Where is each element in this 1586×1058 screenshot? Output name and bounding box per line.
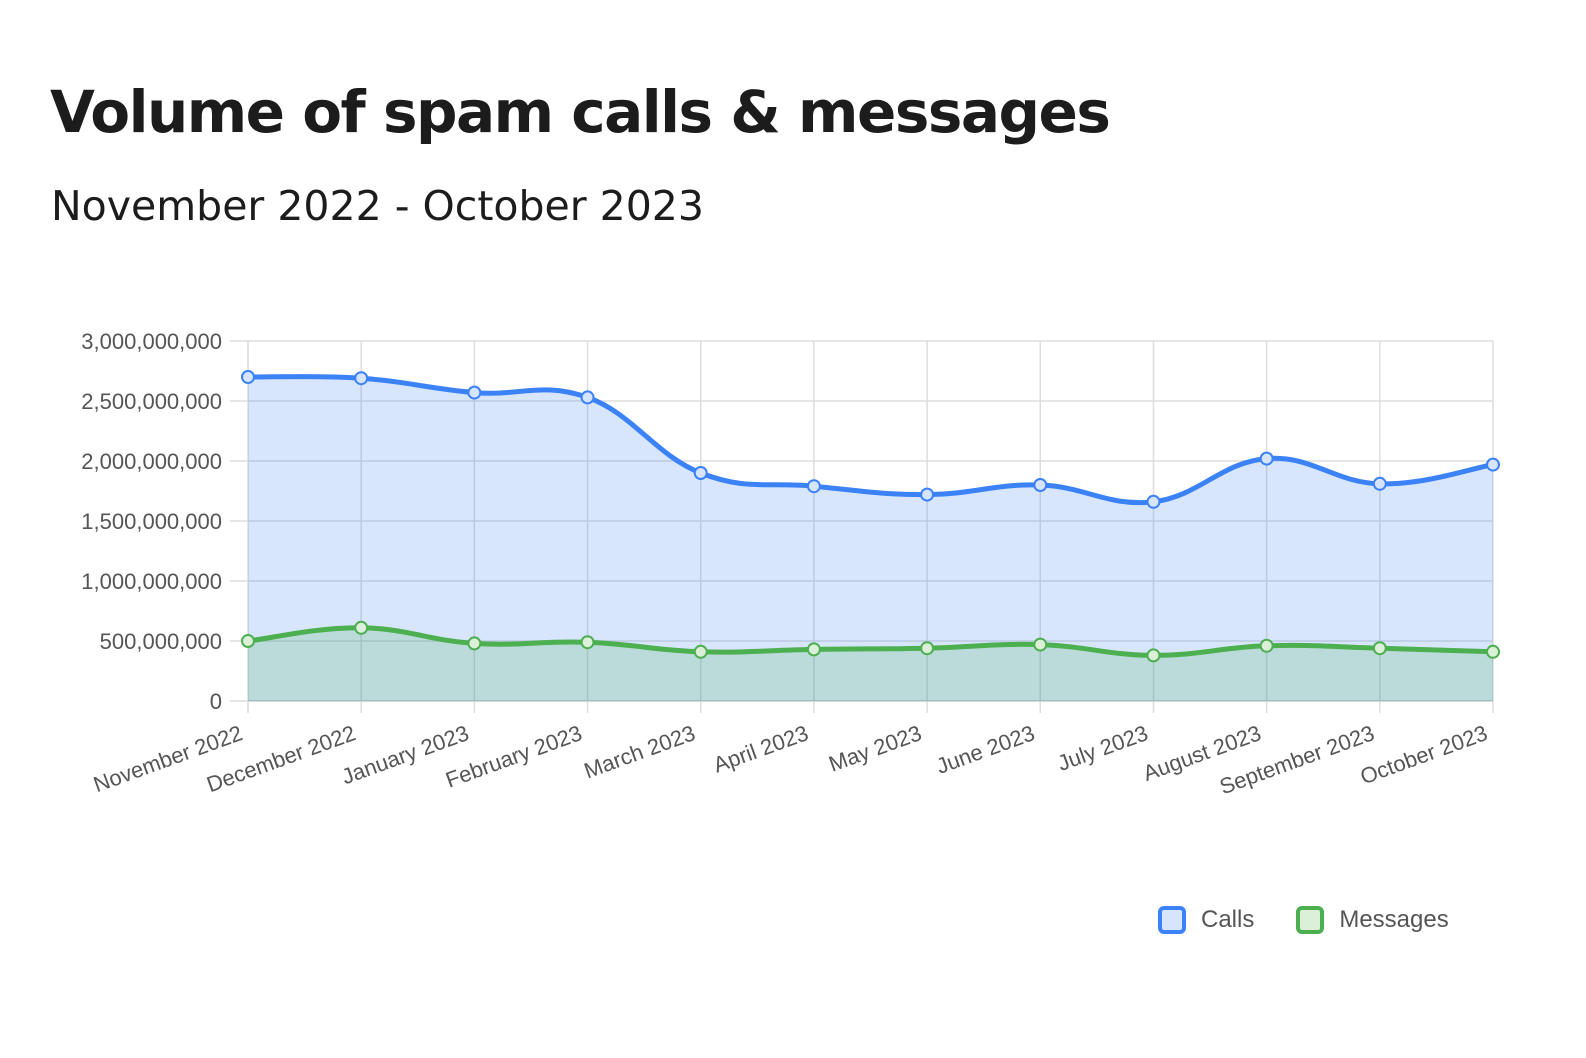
data-point-calls	[806, 479, 821, 494]
data-point-messages	[241, 634, 255, 648]
data-point-messages	[1486, 644, 1500, 659]
legend-label-messages: Messages	[1339, 906, 1449, 933]
data-point-calls	[920, 487, 935, 502]
legend: Calls Messages	[1158, 906, 1491, 934]
series-area-messages	[248, 627, 1493, 701]
data-point-calls	[1033, 478, 1048, 492]
x-tick-label: October 2023	[1357, 720, 1491, 789]
data-point-messages	[580, 635, 595, 650]
x-tick-label: May 2023	[825, 720, 924, 777]
x-tick-label: April 2023	[710, 720, 812, 777]
data-point-calls	[693, 466, 708, 480]
legend-item-calls[interactable]: Calls	[1158, 906, 1254, 934]
legend-item-messages[interactable]: Messages	[1296, 906, 1449, 934]
y-tick-label: 2,500,000,000	[81, 389, 222, 414]
data-point-calls	[1146, 494, 1161, 509]
y-tick-label: 2,000,000,000	[81, 449, 222, 474]
data-point-messages	[1146, 648, 1161, 663]
data-point-messages	[806, 642, 821, 657]
data-point-messages	[467, 636, 482, 651]
data-point-calls	[1372, 476, 1387, 491]
y-tick-label: 1,500,000,000	[81, 509, 222, 534]
chart-subtitle: November 2022 - October 2023	[51, 182, 704, 230]
y-axis: 0 500,000,000 1,000,000,000 1,500,000,000 2,…	[81, 329, 222, 714]
data-point-messages	[1259, 638, 1274, 653]
series-areas	[248, 376, 1493, 701]
data-point-messages	[920, 641, 935, 656]
y-tick-label: 0	[210, 689, 222, 714]
y-tick-label: 3,000,000,000	[81, 329, 222, 354]
data-point-calls	[1486, 457, 1500, 472]
legend-label-calls: Calls	[1201, 906, 1255, 933]
data-point-calls	[580, 390, 595, 405]
x-tick-label: March 2023	[581, 720, 699, 783]
series-points	[241, 370, 1500, 663]
x-tick-label: June 2023	[933, 720, 1038, 779]
chart-title: Volume of spam calls & messages	[50, 78, 1111, 146]
data-point-calls	[467, 385, 482, 400]
y-tick-label: 1,000,000,000	[81, 569, 222, 594]
legend-swatch-calls	[1158, 906, 1186, 934]
legend-swatch-messages	[1296, 906, 1325, 934]
data-point-messages	[1033, 637, 1048, 652]
series-line-messages	[245, 625, 1496, 658]
data-point-calls	[241, 370, 255, 384]
x-tick-label: July 2023	[1054, 720, 1151, 776]
y-tick-label: 500,000,000	[100, 629, 222, 654]
data-point-messages	[693, 644, 708, 659]
data-point-calls	[354, 371, 369, 386]
series-area-calls	[248, 376, 1493, 701]
data-point-calls	[1259, 451, 1274, 466]
data-point-messages	[354, 620, 369, 635]
data-point-messages	[1372, 641, 1387, 656]
